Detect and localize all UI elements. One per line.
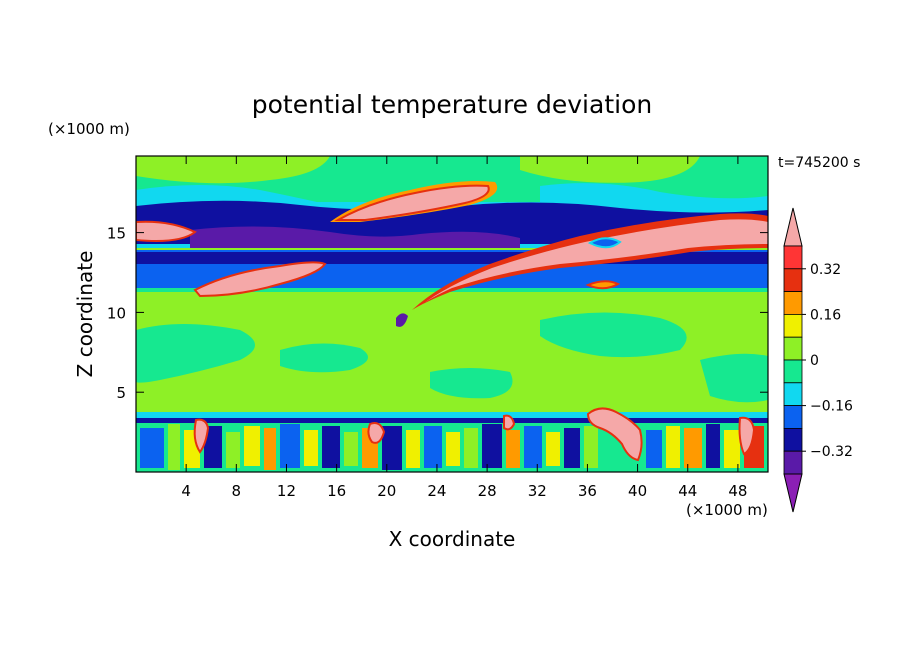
x-tick-label: 16 xyxy=(327,482,346,500)
chart-title: potential temperature deviation xyxy=(252,90,652,119)
y-axis-label: Z coordinate xyxy=(73,251,97,378)
x-tick-label: 12 xyxy=(277,482,296,500)
x-unit-label: (×1000 m) xyxy=(686,501,768,519)
x-tick-label: 48 xyxy=(728,482,747,500)
warm-tongue-upper xyxy=(334,184,490,221)
colorbar-label: 0.16 xyxy=(810,307,841,323)
colorbar-swatch xyxy=(783,268,803,292)
colorbar-extend-top xyxy=(783,207,803,247)
x-tick-label: 44 xyxy=(678,482,697,500)
bl-warm-blob-1 xyxy=(193,418,210,454)
mid-green-5 xyxy=(430,368,513,399)
colorbar-label: 0 xyxy=(810,353,819,369)
x-tick-label: 8 xyxy=(232,482,242,500)
cold-eye xyxy=(587,237,622,249)
y-tick-label: 15 xyxy=(107,225,126,243)
x-tick-label: 24 xyxy=(427,482,446,500)
mid-green-3 xyxy=(540,312,687,358)
colorbar-swatch xyxy=(783,427,803,452)
x-axis: 4 8 12 16 20 24 28 32 36 40 44 48 xyxy=(181,156,747,500)
upper-patch-2 xyxy=(520,156,700,183)
mid-green-4 xyxy=(700,353,768,403)
warm-tongue-leftedge xyxy=(136,220,197,242)
warm-tongue-left xyxy=(193,261,327,298)
mid-green-2 xyxy=(280,343,368,373)
bl-warm-blob-4 xyxy=(738,416,756,456)
contour-field xyxy=(136,156,768,472)
y-axis: 5 10 15 xyxy=(107,225,768,402)
x-tick-label: 4 xyxy=(181,482,191,500)
y-tick-label: 5 xyxy=(116,384,126,402)
time-label: t=745200 s xyxy=(778,155,860,171)
upper-cyan-1 xyxy=(136,185,330,205)
x-tick-label: 20 xyxy=(377,482,396,500)
plot-frame xyxy=(135,155,769,473)
mid-green-1 xyxy=(136,324,255,383)
x-tick-label: 28 xyxy=(478,482,497,500)
x-tick-label: 40 xyxy=(628,482,647,500)
cold-spot xyxy=(396,313,408,327)
x-tick-label: 36 xyxy=(578,482,597,500)
colorbar-label: 0.32 xyxy=(810,262,841,278)
y-unit-label: (×1000 m) xyxy=(48,120,130,138)
warm-tongue-right xyxy=(420,219,768,306)
bl-top-cyan xyxy=(136,412,768,420)
cold-band-purple xyxy=(190,226,520,248)
warm-blob-small xyxy=(585,280,621,290)
colorbar-label: −0.32 xyxy=(810,444,853,460)
y-tick-label: 10 xyxy=(107,304,126,322)
colorbar-swatch xyxy=(783,359,803,384)
colorbar-swatch xyxy=(783,382,803,406)
colorbar-extend-bottom xyxy=(783,473,803,513)
bl-top-navy xyxy=(136,418,768,423)
colorbar-swatch xyxy=(783,405,803,429)
colorbar-swatch xyxy=(783,313,803,338)
colorbar-swatch xyxy=(783,450,803,475)
upper-patch xyxy=(136,156,330,184)
colorbar-swatch xyxy=(783,291,803,315)
bl-warm-blob-2 xyxy=(367,422,386,444)
colorbar-swatch xyxy=(783,245,803,270)
warm-plume xyxy=(586,407,643,462)
x-tick-label: 32 xyxy=(528,482,547,500)
colorbar-swatch xyxy=(783,336,803,361)
x-axis-label: X coordinate xyxy=(389,527,516,551)
colorbar-label: −0.16 xyxy=(810,399,853,415)
bl-warm-blob-3 xyxy=(503,414,516,431)
colorbar: 0.32 0.16 0 −0.16 −0.32 xyxy=(783,207,853,513)
